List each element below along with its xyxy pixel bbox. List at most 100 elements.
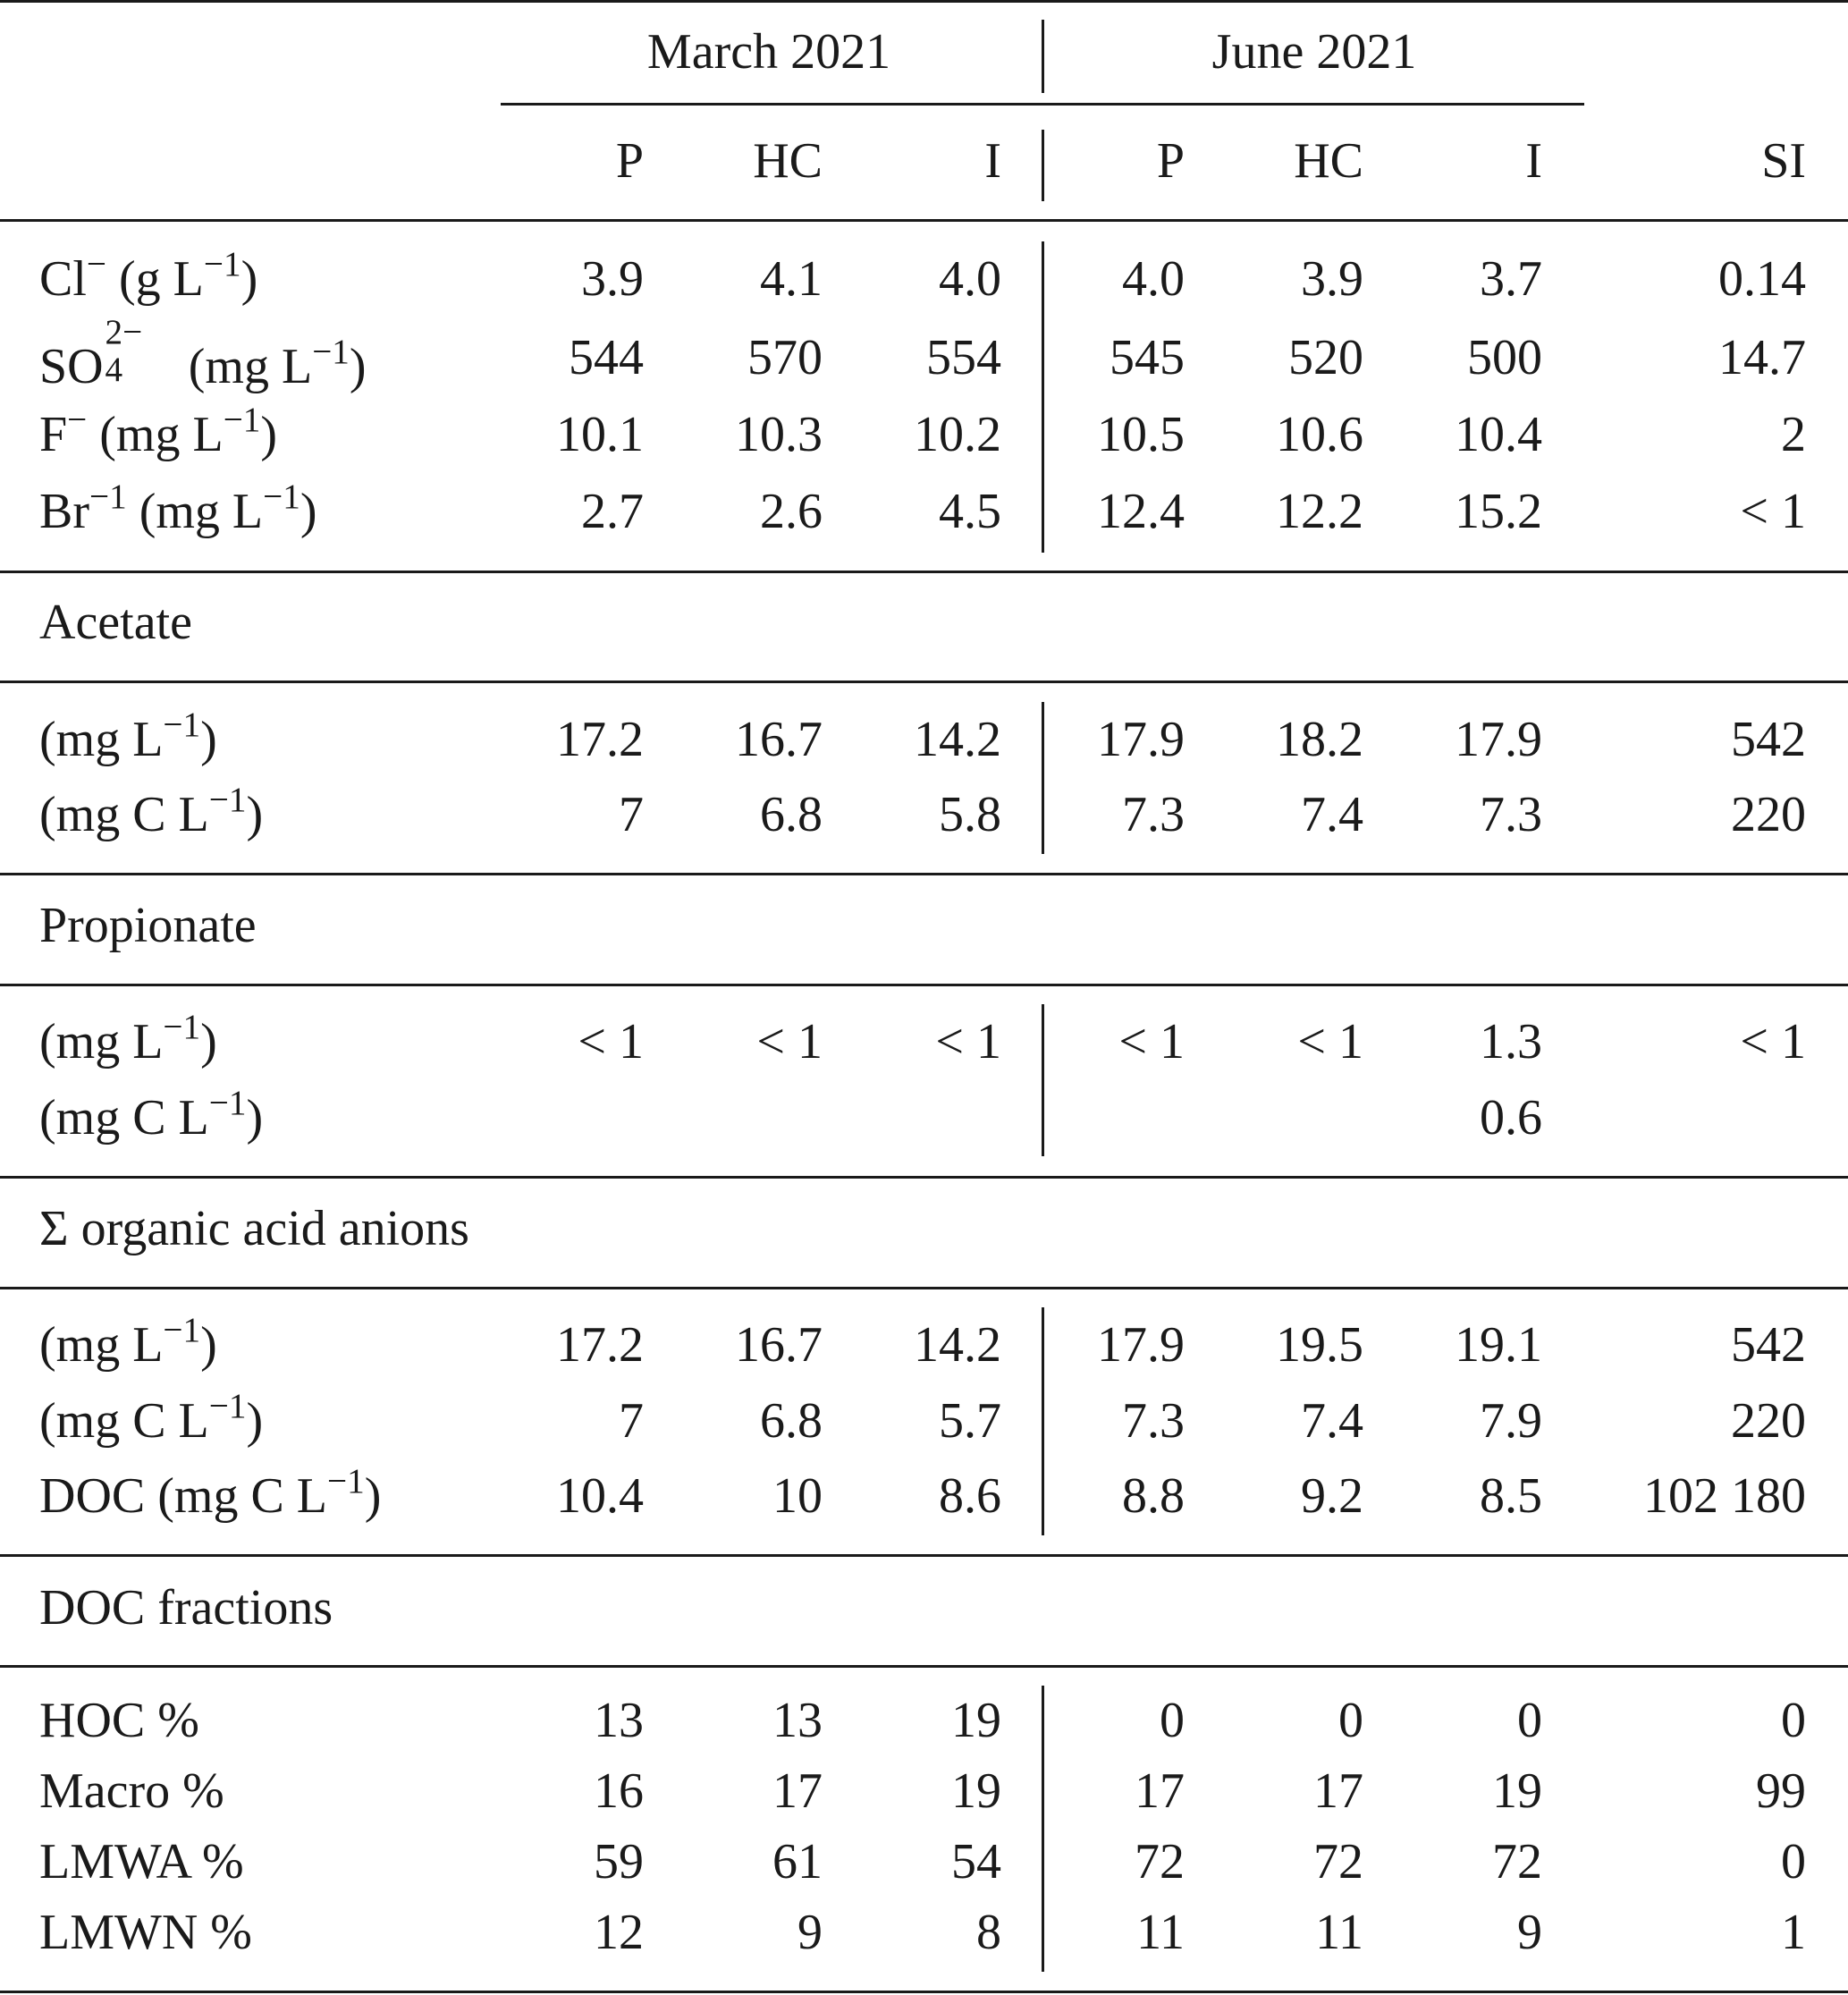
unit-end: )	[200, 1317, 217, 1373]
cell: 542	[1731, 712, 1806, 767]
unit-exp: −1	[163, 1008, 201, 1047]
col-header-june-i: I	[1525, 133, 1542, 189]
cell: 8.8	[1122, 1468, 1185, 1524]
cell: 3.9	[581, 251, 644, 307]
rule-propionate-title	[0, 984, 1848, 986]
cell: 10.5	[1097, 407, 1185, 462]
cell: 7.4	[1301, 1393, 1363, 1449]
row-label-doc: DOC (mg C L−1)	[39, 1464, 382, 1524]
vsep-propionate	[1042, 1004, 1044, 1156]
cell: 19.1	[1455, 1317, 1542, 1373]
rule-acetate-end	[0, 873, 1848, 875]
cell: 15.2	[1455, 484, 1542, 539]
chloride-charge: −	[86, 245, 107, 284]
unit-end: )	[364, 1468, 382, 1524]
sulfate-symbol: SO	[39, 339, 104, 394]
cell: 0.14	[1718, 251, 1806, 307]
cell: 0	[1781, 1693, 1806, 1748]
rule-fractions-title	[0, 1665, 1848, 1668]
cell: 12	[594, 1905, 644, 1960]
cell: 17.2	[556, 1317, 644, 1373]
cell: 11	[1315, 1905, 1363, 1960]
cell: < 1	[1740, 484, 1806, 539]
cell: 545	[1110, 330, 1185, 385]
row-label-fluoride: F− (mg L−1)	[39, 402, 278, 462]
unit-text: DOC (mg C L	[39, 1468, 327, 1524]
cell: 7	[619, 787, 644, 842]
rule-propionate-end	[0, 1176, 1848, 1179]
vsep-organic	[1042, 1307, 1044, 1535]
row-label-acetate-carbon: (mg C L−1)	[39, 782, 264, 842]
cell: 7	[619, 1393, 644, 1449]
cell: 8.6	[939, 1468, 1001, 1524]
cell: 17.9	[1455, 712, 1542, 767]
cell: 520	[1288, 330, 1363, 385]
unit-exp: −1	[208, 1387, 247, 1426]
cell: 542	[1731, 1317, 1806, 1373]
cell: 10.2	[914, 407, 1001, 462]
cell: 6.8	[760, 1393, 823, 1449]
chloride-unit-end: )	[240, 251, 258, 307]
unit-exp: −1	[163, 1311, 201, 1350]
row-label-organic-carbon: (mg C L−1)	[39, 1389, 264, 1449]
cell: 19.5	[1276, 1317, 1363, 1373]
unit-end: )	[246, 1393, 264, 1449]
bromide-unit: (mg L	[126, 484, 264, 539]
unit-text: (mg L	[39, 1014, 164, 1069]
cell: 220	[1731, 787, 1806, 842]
row-label-macro: Macro %	[39, 1763, 224, 1819]
cell: 2	[1781, 407, 1806, 462]
cell: 10.6	[1276, 407, 1363, 462]
sulfate-unit: (mg L	[175, 339, 313, 394]
cell: < 1	[756, 1014, 823, 1069]
cell: 2.7	[581, 484, 644, 539]
cell: 9	[797, 1905, 823, 1960]
section-title-doc-fractions: DOC fractions	[39, 1580, 333, 1636]
cell: 4.1	[760, 251, 823, 307]
row-label-chloride: Cl− (g L−1)	[39, 247, 258, 307]
row-label-hoc: HOC %	[39, 1693, 199, 1748]
cell: 17.2	[556, 712, 644, 767]
unit-text: (mg L	[39, 1317, 164, 1373]
rule-organic-title	[0, 1287, 1848, 1289]
cell: 19	[951, 1763, 1001, 1819]
cell: 0	[1160, 1693, 1185, 1748]
cell: 12.2	[1276, 484, 1363, 539]
cell: < 1	[1118, 1014, 1185, 1069]
cell: 17.9	[1097, 712, 1185, 767]
cell: 4.0	[939, 251, 1001, 307]
sulfate-subscript: 4	[105, 350, 123, 389]
vsep-fractions	[1042, 1686, 1044, 1972]
cell: 7.3	[1122, 787, 1185, 842]
unit-end: )	[200, 712, 217, 767]
cell: 72	[1492, 1834, 1542, 1889]
col-header-march-hc: HC	[753, 133, 823, 189]
cell: 19	[951, 1693, 1001, 1748]
chloride-unit: (g L	[106, 251, 204, 307]
fluoride-unit-end: )	[260, 407, 278, 462]
bottom-rule	[0, 1991, 1848, 1993]
bromide-symbol: Br	[39, 484, 89, 539]
row-label-bromide: Br−1 (mg L−1)	[39, 479, 316, 539]
cell: 12.4	[1097, 484, 1185, 539]
cell: 10.4	[556, 1468, 644, 1524]
cell: 5.8	[939, 787, 1001, 842]
col-header-june-p: P	[1156, 133, 1185, 189]
unit-end: )	[246, 787, 264, 842]
cell: 99	[1756, 1763, 1806, 1819]
row-label-acetate-mass: (mg L−1)	[39, 707, 217, 767]
cell: 17	[1135, 1763, 1185, 1819]
cell: 7.4	[1301, 787, 1363, 842]
sulfate-unit-exp: −1	[312, 333, 350, 372]
cell: 7.9	[1480, 1393, 1542, 1449]
chloride-symbol: Cl	[39, 251, 87, 307]
header-rule	[0, 219, 1848, 222]
col-header-june-hc: HC	[1294, 133, 1363, 189]
cell: 17	[1313, 1763, 1363, 1819]
unit-text: (mg C L	[39, 1090, 209, 1145]
cell: 59	[594, 1834, 644, 1889]
cell: 54	[951, 1834, 1001, 1889]
cell: 17	[772, 1763, 823, 1819]
unit-text: (mg C L	[39, 787, 209, 842]
cell: 10.1	[556, 407, 644, 462]
